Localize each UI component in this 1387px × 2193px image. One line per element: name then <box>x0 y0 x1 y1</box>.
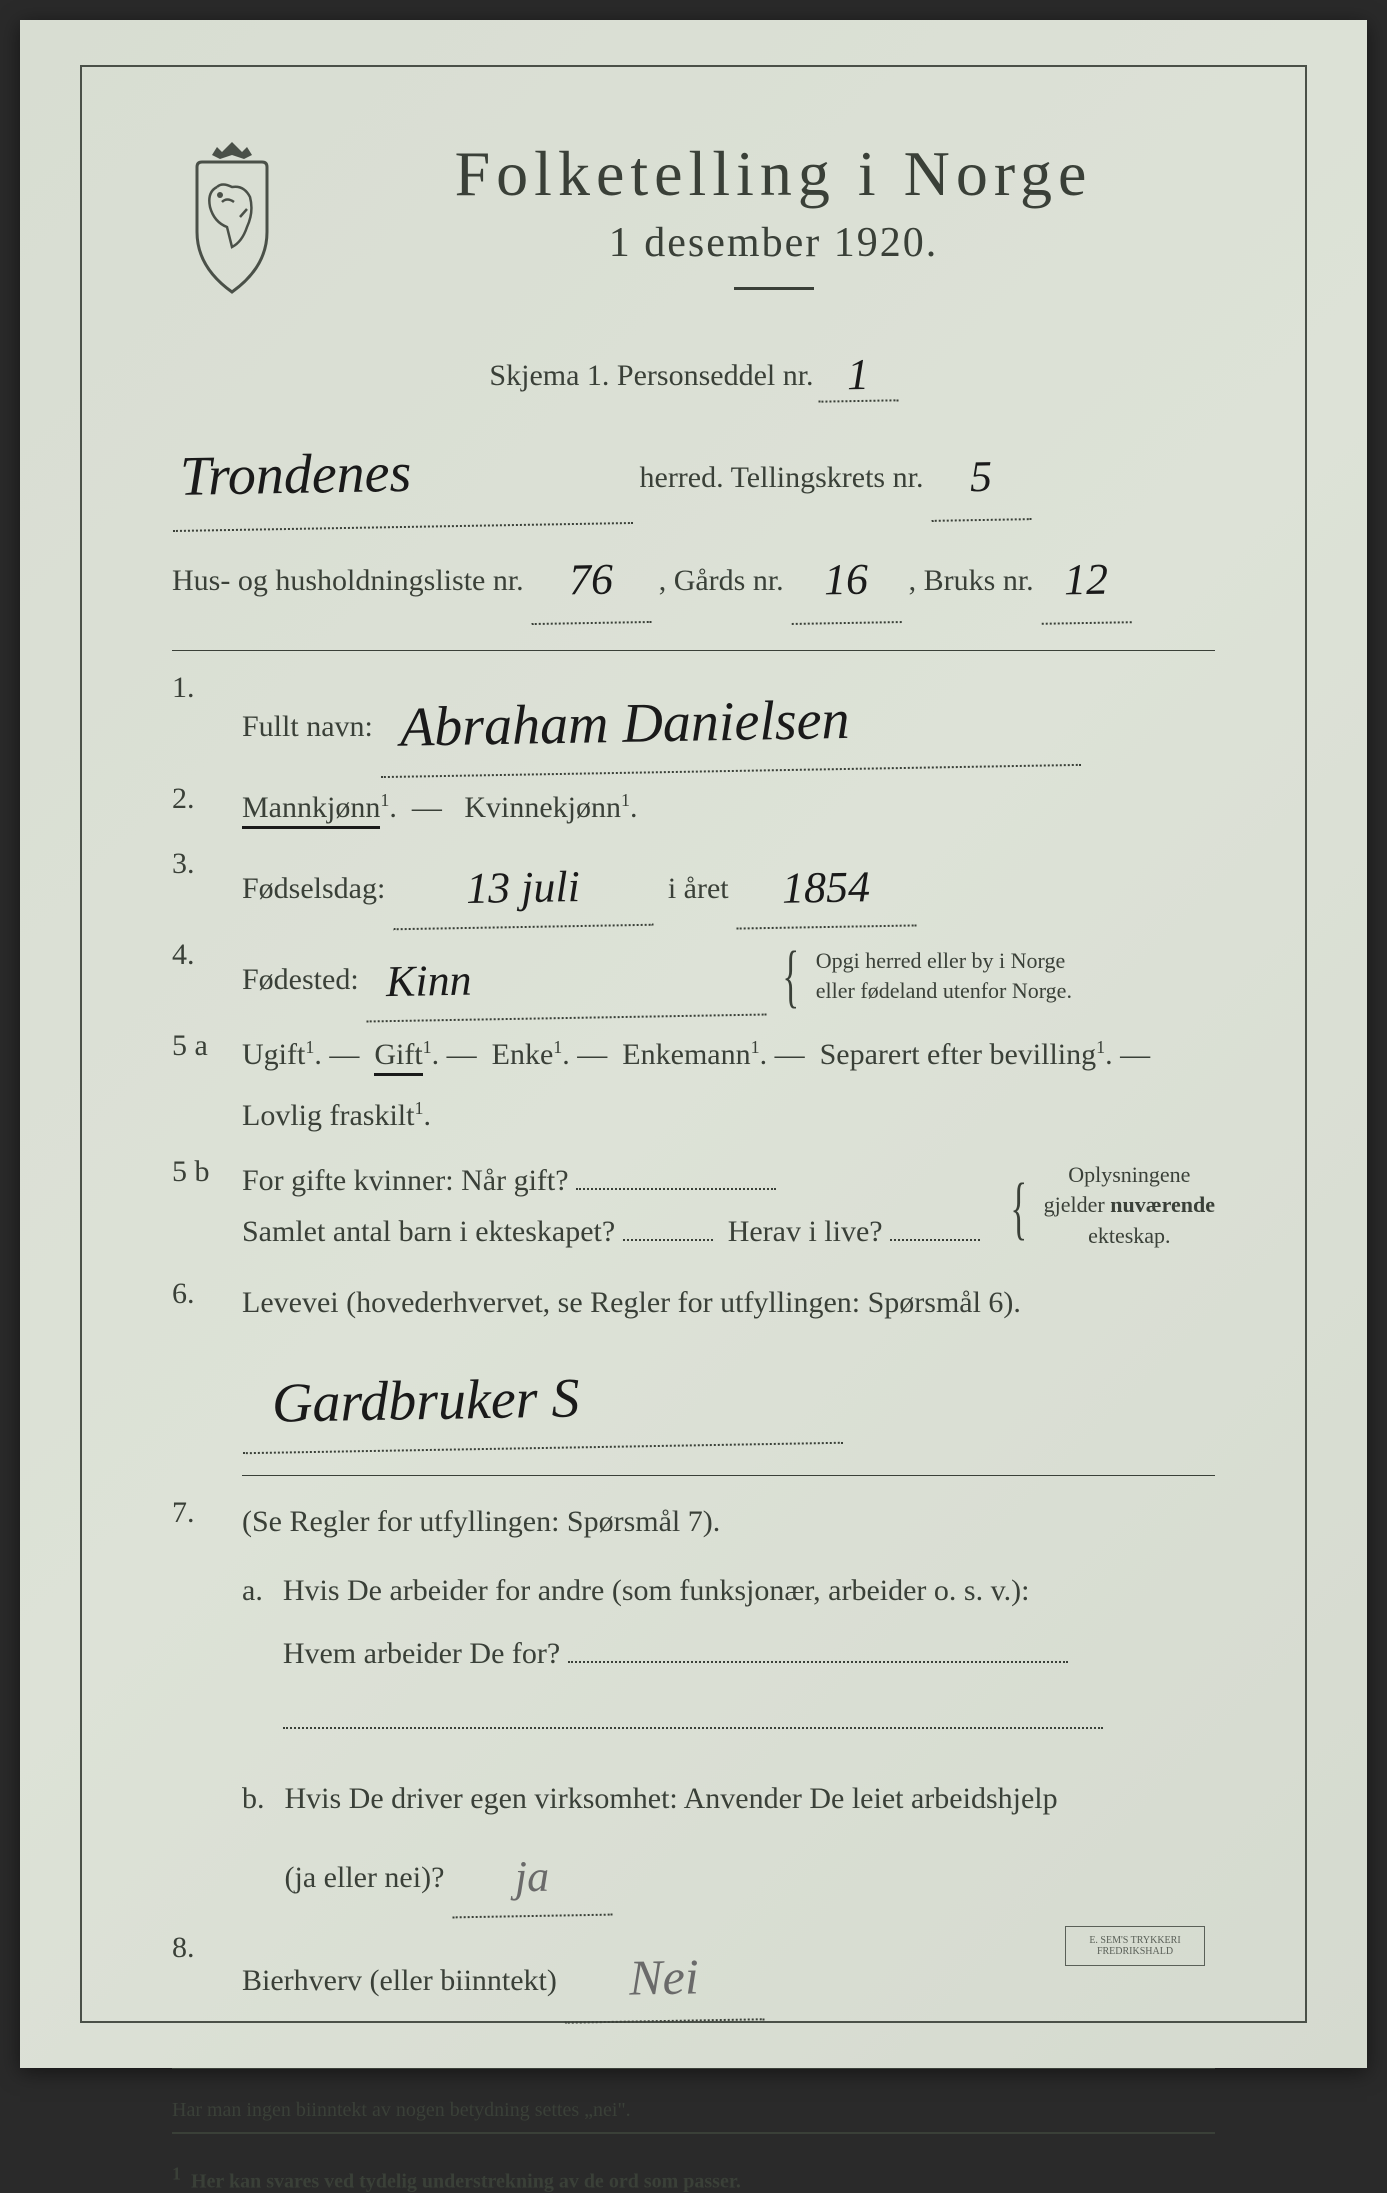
q7-label: (Se Regler for utfyllingen: Spørsmål 7). <box>242 1505 720 1538</box>
skjema-line: Skjema 1. Personseddel nr. 1 <box>172 345 1215 398</box>
q8-num: 8. <box>172 1931 222 2018</box>
q4-note2: eller fødeland utenfor Norge. <box>816 976 1072 1007</box>
q5b-note2: gjelder nuværende <box>1044 1190 1215 1221</box>
title-block: Folketelling i Norge 1 desember 1920. <box>332 137 1215 315</box>
q5a-separert: Separert efter bevilling <box>820 1038 1097 1071</box>
q5b-note3: ekteskap. <box>1044 1221 1215 1252</box>
q3-year-label: i året <box>668 872 729 905</box>
rule-3 <box>172 2068 1215 2069</box>
skjema-label: Skjema 1. Personseddel nr. <box>489 359 813 393</box>
q2-mann: Mannkjønn <box>242 791 380 829</box>
q4-num: 4. <box>172 938 222 1015</box>
q7b-text2: (ja eller nei)? <box>285 1861 445 1894</box>
q7b-value: ja <box>451 1839 612 1919</box>
q5a-enke: Enke <box>492 1038 554 1071</box>
q7-row: 7. (Se Regler for utfyllingen: Spørsmål … <box>172 1496 1215 1913</box>
q6-num: 6. <box>172 1277 222 1445</box>
q7a-label: a. <box>242 1565 263 1745</box>
title-divider <box>734 287 814 290</box>
subtitle: 1 desember 1920. <box>332 219 1215 267</box>
hus-nr: 76 <box>530 537 651 625</box>
q2-row: 2. Mannkjønn1. — Kvinnekjønn1. <box>172 782 1215 833</box>
footnote-rule <box>172 2132 1215 2134</box>
q5b-label1: For gifte kvinner: Når gift? <box>242 1164 569 1197</box>
brace-icon: { <box>783 959 800 994</box>
q2-num: 2. <box>172 782 222 833</box>
gaards-nr: 16 <box>790 537 901 625</box>
q5a-row: 5 a Ugift1. — Gift1. — Enke1. — Enkemann… <box>172 1029 1215 1141</box>
q7b-label: b. <box>242 1773 265 1913</box>
q1-value: Abraham Danielsen <box>380 669 1082 778</box>
q5b-label2: Samlet antal barn i ekteskapet? <box>242 1215 615 1248</box>
brace-icon-2: { <box>1010 1191 1027 1226</box>
q5b-row: 5 b For gifte kvinner: Når gift? Samlet … <box>172 1155 1215 1263</box>
header: Folketelling i Norge 1 desember 1920. <box>172 137 1215 315</box>
printer-stamp: E. SEM'S TRYKKERIFREDRIKSHALD <box>1065 1926 1205 1966</box>
q4-note1: Opgi herred eller by i Norge <box>816 946 1072 977</box>
q3-year: 1854 <box>735 850 916 930</box>
rule-1 <box>172 650 1215 651</box>
q8-label: Bierhverv (eller biinntekt) <box>242 1964 557 1997</box>
q5a-ugift: Ugift <box>242 1038 305 1071</box>
q6-label: Levevei (hovederhvervet, se Regler for u… <box>242 1286 1021 1319</box>
q3-row: 3. Fødselsdag: 13 juli i året 1854 <box>172 847 1215 924</box>
tellingskrets-nr: 5 <box>930 434 1031 521</box>
q5a-gift: Gift <box>374 1038 422 1076</box>
q7a-text2: Hvem arbeider De for? <box>283 1637 560 1670</box>
bruks-label: , Bruks nr. <box>909 564 1034 597</box>
herred-label: herred. Tellingskrets nr. <box>640 461 924 494</box>
q7a-text1: Hvis De arbeider for andre (som funksjon… <box>283 1565 1103 1616</box>
coat-of-arms-icon <box>172 137 292 297</box>
q5a-fraskilt: Lovlig fraskilt <box>242 1099 414 1132</box>
q4-row: 4. Fødested: Kinn { Opgi herred eller by… <box>172 938 1215 1015</box>
q7b-text1: Hvis De driver egen virksomhet: Anvender… <box>285 1773 1058 1824</box>
q5a-enkemann: Enkemann <box>622 1038 750 1071</box>
rule-2 <box>242 1475 1215 1476</box>
q3-num: 3. <box>172 847 222 924</box>
main-title: Folketelling i Norge <box>332 137 1215 211</box>
q2-kvinne: Kvinnekjønn <box>464 791 621 824</box>
q8-value: Nei <box>564 1933 765 2023</box>
q7-num: 7. <box>172 1496 222 1913</box>
form-border: Folketelling i Norge 1 desember 1920. Sk… <box>80 65 1307 2023</box>
gaards-label: , Gårds nr. <box>659 564 784 597</box>
q5b-num: 5 b <box>172 1155 222 1263</box>
q5b-note1: Oplysningene <box>1044 1160 1215 1191</box>
bruks-nr: 12 <box>1040 538 1131 625</box>
hus-line: Hus- og husholdningsliste nr. 76 , Gårds… <box>172 534 1215 620</box>
q8-row: 8. Bierhverv (eller biinntekt) Nei <box>172 1931 1215 2018</box>
personseddel-nr: 1 <box>817 348 898 402</box>
census-form-page: Folketelling i Norge 1 desember 1920. Sk… <box>20 20 1367 2068</box>
footer-note: Har man ingen biinntekt av nogen betydni… <box>172 2099 1215 2122</box>
q4-label: Fødested: <box>242 963 359 996</box>
q5a-num: 5 a <box>172 1029 222 1141</box>
q6-row: 6. Levevei (hovederhvervet, se Regler fo… <box>172 1277 1215 1445</box>
q4-value: Kinn <box>366 938 767 1022</box>
footnote-text: 1 Her kan svares ved tydelig understrekn… <box>172 2164 1215 2193</box>
q1-label: Fullt navn: <box>242 710 373 743</box>
herred-line: Trondenes herred. Tellingskrets nr. 5 <box>172 416 1215 524</box>
q3-day: 13 juli <box>392 849 653 930</box>
q6-value: Gardbruker S <box>241 1347 843 1455</box>
q1-num: 1. <box>172 671 222 768</box>
q3-label: Fødselsdag: <box>242 872 385 905</box>
q5b-label3: Herav i live? <box>728 1215 883 1248</box>
hus-label: Hus- og husholdningsliste nr. <box>172 564 524 597</box>
herred-value: Trondenes <box>171 416 633 532</box>
q1-row: 1. Fullt navn: Abraham Danielsen <box>172 671 1215 768</box>
